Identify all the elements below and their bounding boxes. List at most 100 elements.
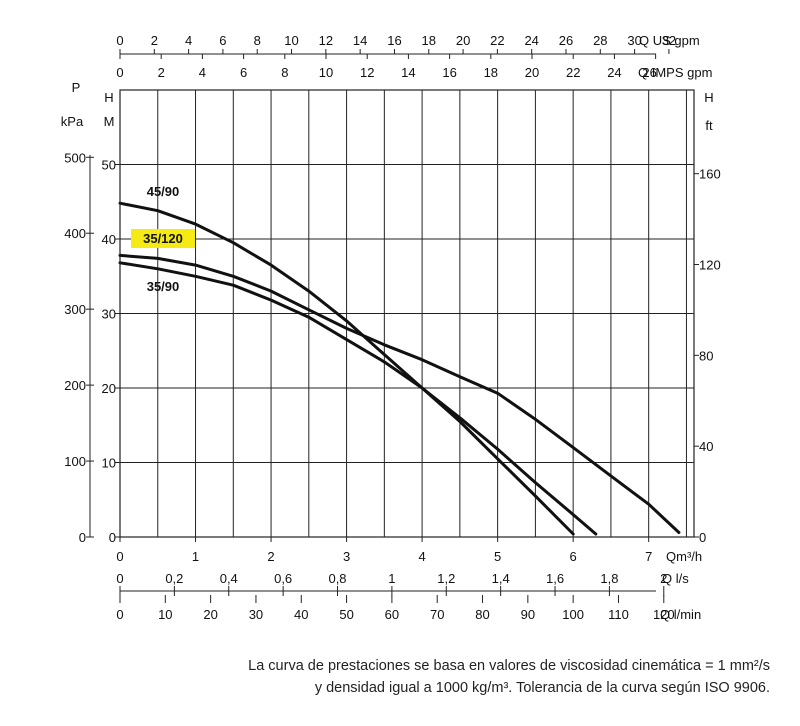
x-tick-label-qlmin: 90 [521,607,535,622]
x-tick-label-qls: 0 [116,571,123,586]
x-tick-label-usgpm: 14 [353,33,367,48]
curve-45-90 [118,201,575,536]
x-tick-label-qlmin: 50 [339,607,353,622]
x-tick-label-qls: 0,8 [328,571,346,586]
y-tick-label-ft: 160 [699,167,721,182]
y-axis-unit-kpa: kPa [61,114,84,129]
x-tick-label-usgpm: 32 [662,33,676,48]
x-tick-label-qm3h: 1 [192,549,199,564]
curve-35-120 [118,253,681,534]
footnote-line-2: y densidad igual a 1000 kg/m³. Toleranci… [314,680,770,696]
x-tick-label-usgpm: 6 [219,33,226,48]
y-tick-label-kpa: 400 [64,226,86,241]
curve-35-90 [118,261,598,536]
x-tick-label-usgpm: 12 [319,33,333,48]
y-axis-header-hm: H [104,90,113,105]
x-tick-label-qlmin: 40 [294,607,308,622]
x-tick-label-qm3h: 4 [418,549,425,564]
x-tick-label-usgpm: 2 [151,33,158,48]
performance-curves [118,201,681,536]
y-tick-label-hm: 20 [102,381,116,396]
y-tick-label-hm: 40 [102,232,116,247]
x-tick-label-qlmin: 70 [430,607,444,622]
y-tick-label-kpa: 100 [64,454,86,469]
x-tick-label-qlmin: 120 [653,607,675,622]
y-tick-label-ft: 120 [699,258,721,273]
curve-label-35-90: 35/90 [147,279,180,294]
x-tick-label-imps: 26 [642,65,656,80]
footnote: La curva de prestaciones se basa en valo… [70,655,770,699]
x-tick-label-qls: 0,2 [165,571,183,586]
x-tick-label-qm3h: 6 [570,549,577,564]
x-tick-label-imps: 2 [158,65,165,80]
x-tick-label-imps: 12 [360,65,374,80]
curve-labels: 45/90 35/120 35/90 [131,184,195,294]
footnote-line-1: La curva de prestaciones se basa en valo… [248,658,770,674]
x-tick-label-usgpm: 0 [116,33,123,48]
y-tick-label-kpa: 200 [64,378,86,393]
y-tick-label-hm: 50 [102,158,116,173]
x-tick-label-usgpm: 10 [284,33,298,48]
curve-label-45-90: 45/90 [147,184,180,199]
x-tick-label-qls: 2 [660,571,667,586]
x-tick-label-qls: 1,2 [437,571,455,586]
x-tick-label-imps: 16 [442,65,456,80]
x-axis-unit-qm3h: Qm³/h [666,549,702,564]
pump-performance-chart: 0 1 2 3 4 5 6 7 Qm³/h0 0,2 0,4 0,6 0,8 1 1,2 1,4 1,6 1,8 2… [61,33,721,622]
y-axis-unit-hm: M [104,114,115,129]
y-tick-label-hm: 10 [102,456,116,471]
x-tick-label-usgpm: 16 [387,33,401,48]
x-axis-unit-usgpm: Q US gpm [639,33,700,48]
x-tick-label-imps: 4 [199,65,206,80]
x-tick-label-qlmin: 100 [562,607,584,622]
x-tick-label-qm3h: 3 [343,549,350,564]
y-axis-header-ft: H [704,90,713,105]
x-tick-label-qm3h: 2 [267,549,274,564]
y-tick-label-ft: 0 [699,530,706,545]
x-tick-label-qls: 1,6 [546,571,564,586]
x-axis-unit-imps: Q IMPS gpm [638,65,712,80]
y-tick-label-kpa: 0 [79,530,86,545]
grid-lines [120,90,694,537]
curve-label-highlight [131,229,195,248]
x-tick-label-qlmin: 10 [158,607,172,622]
x-tick-label-qlmin: 0 [116,607,123,622]
x-tick-label-qlmin: 30 [249,607,263,622]
x-tick-label-qlmin: 80 [475,607,489,622]
x-tick-label-imps: 10 [319,65,333,80]
curve-label-35-120: 35/120 [143,231,183,246]
x-tick-label-imps: 18 [484,65,498,80]
x-tick-label-qls: 1 [388,571,395,586]
y-axis-unit-ft: ft [705,118,713,133]
x-tick-label-qm3h: 7 [645,549,652,564]
x-axis-unit-qls: Q l/s [662,571,689,586]
y-tick-label-kpa: 500 [64,150,86,165]
y-tick-label-ft: 80 [699,348,713,363]
y-tick-label-ft: 40 [699,439,713,454]
x-tick-label-usgpm: 20 [456,33,470,48]
x-tick-label-qm3h: 5 [494,549,501,564]
x-tick-label-qls: 0,4 [220,571,238,586]
x-tick-label-qls: 1,4 [492,571,510,586]
x-tick-label-imps: 0 [116,65,123,80]
x-tick-label-usgpm: 24 [524,33,538,48]
x-tick-label-qlmin: 60 [385,607,399,622]
x-tick-label-qm3h: 0 [116,549,123,564]
x-tick-label-qls: 1,8 [600,571,618,586]
x-axis-unit-qlmin: Q l/min [660,607,701,622]
x-tick-label-usgpm: 22 [490,33,504,48]
x-tick-label-imps: 24 [607,65,621,80]
y-tick-label-hm: 0 [109,530,116,545]
x-tick-label-qlmin: 20 [203,607,217,622]
axes: 0 1 2 3 4 5 6 7 Qm³/h0 0,2 0,4 0,6 0,8 1 1,2 1,4 1,6 1,8 2… [61,33,721,622]
x-tick-label-imps: 22 [566,65,580,80]
x-tick-label-usgpm: 30 [627,33,641,48]
x-tick-label-usgpm: 28 [593,33,607,48]
y-axis-header-kpa: P [72,80,81,95]
x-tick-label-qls: 0,6 [274,571,292,586]
x-tick-label-imps: 8 [281,65,288,80]
y-tick-label-hm: 30 [102,307,116,322]
x-tick-label-usgpm: 8 [254,33,261,48]
x-tick-label-qlmin: 110 [608,607,629,622]
x-tick-label-usgpm: 26 [559,33,573,48]
